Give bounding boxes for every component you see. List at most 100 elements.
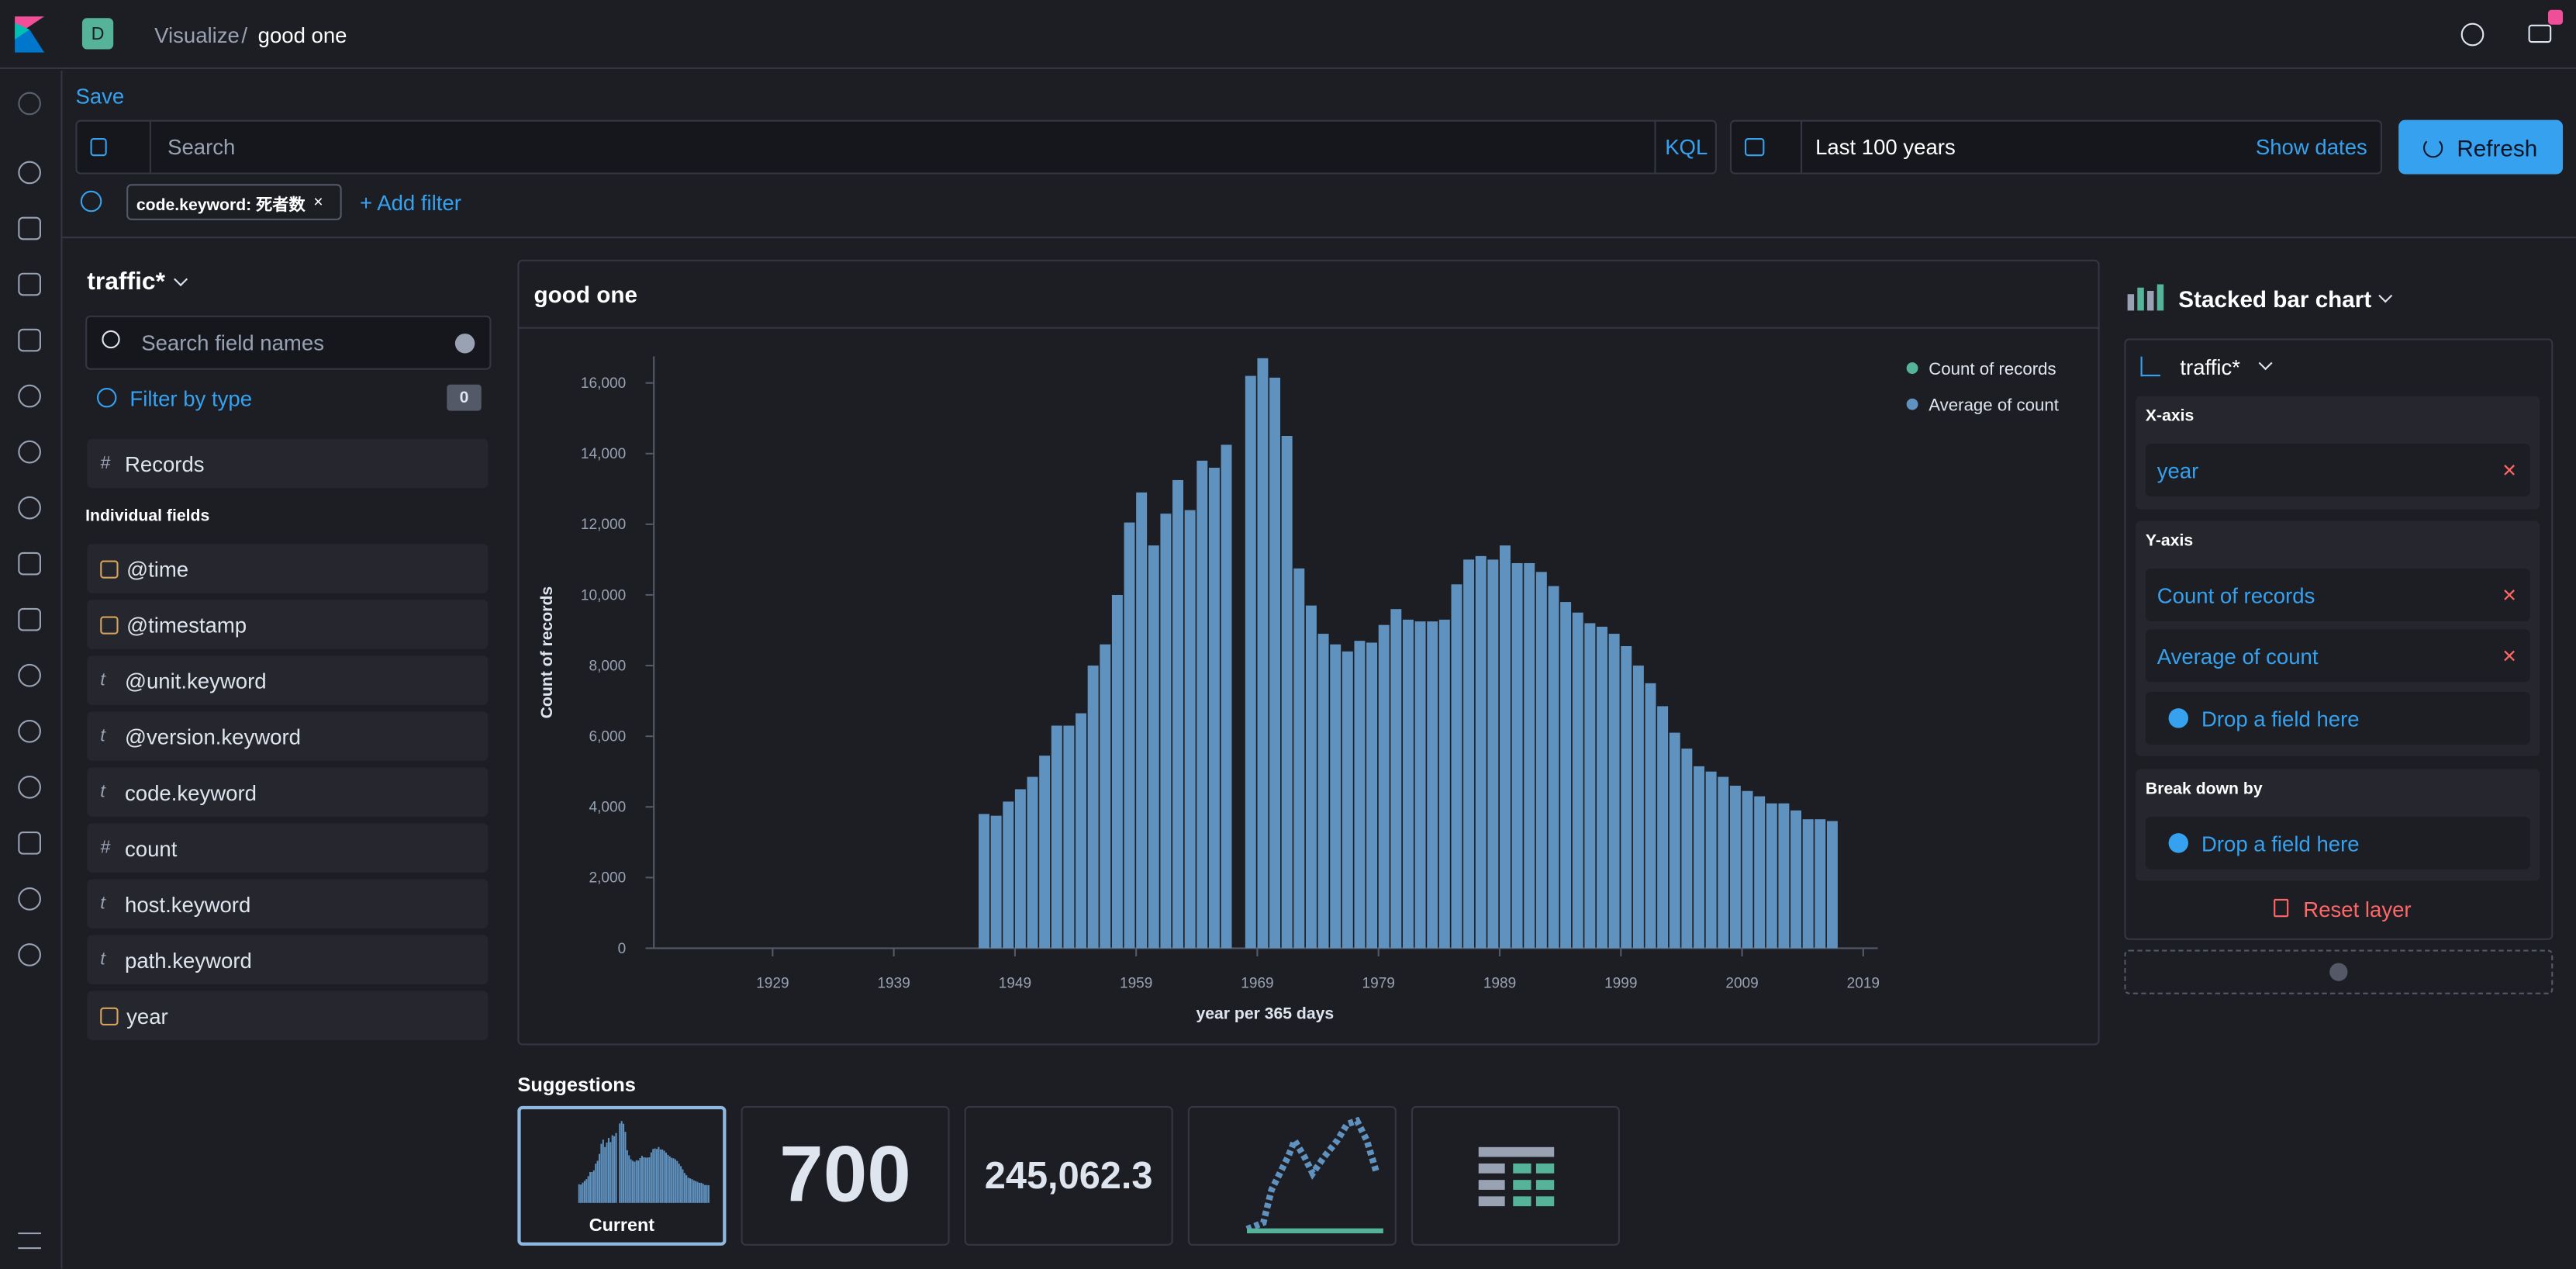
nav-icon[interactable] xyxy=(18,272,41,296)
field-row[interactable]: year xyxy=(87,991,489,1041)
nav-icon[interactable] xyxy=(18,832,41,855)
line-thumbnail xyxy=(1245,1116,1383,1234)
nav-icon[interactable] xyxy=(18,496,41,520)
kql-toggle[interactable]: KQL xyxy=(1654,119,1717,175)
filter-pill[interactable]: code.keyword: 死者数 × xyxy=(126,184,342,220)
bar xyxy=(1815,819,1826,949)
mini-bar xyxy=(683,1173,685,1203)
save-link[interactable]: Save xyxy=(75,84,125,109)
nav-icon[interactable] xyxy=(18,552,41,576)
saved-query-button[interactable] xyxy=(75,119,151,175)
remove-icon[interactable]: ✕ xyxy=(2502,646,2517,667)
field-row[interactable]: t code.keyword xyxy=(87,767,489,817)
bar xyxy=(1184,510,1196,949)
nav-icon[interactable] xyxy=(18,440,41,464)
refresh-button[interactable]: Refresh xyxy=(2398,119,2564,175)
x-tick-label: 1959 xyxy=(1120,975,1152,991)
nav-icon[interactable] xyxy=(18,384,41,408)
field-row[interactable]: @time xyxy=(87,544,489,593)
field-row[interactable]: # count xyxy=(87,823,489,873)
records-row[interactable]: # Records xyxy=(87,438,489,489)
field-row[interactable]: t @unit.keyword xyxy=(87,655,489,705)
mini-bar xyxy=(678,1164,680,1203)
dimension-label[interactable]: Average of count xyxy=(2156,643,2319,669)
dimension[interactable]: year ✕ xyxy=(2145,444,2530,496)
chart-type[interactable]: Stacked bar chart xyxy=(2178,285,2372,313)
mini-bar xyxy=(647,1157,649,1203)
add-layer[interactable] xyxy=(2124,949,2554,994)
dimension-label[interactable]: Count of records xyxy=(2156,583,2315,607)
nav-icon[interactable] xyxy=(18,775,41,799)
field-name[interactable]: code.keyword xyxy=(125,780,257,805)
chevron[interactable] xyxy=(174,272,188,287)
field-name[interactable]: year xyxy=(126,1003,168,1029)
nav-icon[interactable] xyxy=(18,719,41,743)
header xyxy=(0,0,2576,69)
filter-text[interactable]: code.keyword: 死者数 xyxy=(136,196,306,215)
dimension-label[interactable]: year xyxy=(2156,458,2199,482)
logo[interactable] xyxy=(15,16,45,53)
time-range[interactable]: Last 100 years xyxy=(1815,134,1956,160)
chevron[interactable] xyxy=(2378,289,2393,303)
field-row[interactable]: @timestamp xyxy=(87,600,489,649)
show-dates[interactable]: Show dates xyxy=(2255,134,2367,160)
search-bar[interactable] xyxy=(75,119,1717,175)
field-name[interactable]: @version.keyword xyxy=(125,724,301,749)
date-icon xyxy=(100,1006,119,1025)
field-row[interactable]: t host.keyword xyxy=(87,879,489,929)
field-name[interactable]: @unit.keyword xyxy=(125,668,267,693)
clear-icon[interactable] xyxy=(454,334,475,354)
layer-index[interactable]: traffic* xyxy=(2180,354,2240,380)
suggestion-line[interactable] xyxy=(1187,1105,1397,1246)
dimension[interactable]: Average of count ✕ xyxy=(2145,629,2530,683)
field-name[interactable]: @timestamp xyxy=(126,612,247,637)
nav-icon[interactable] xyxy=(18,216,41,240)
drop-hint[interactable]: Drop a field here xyxy=(2201,705,2360,731)
dimension[interactable]: Count of records ✕ xyxy=(2145,569,2530,621)
help-icon[interactable] xyxy=(2460,22,2484,47)
date-quick-menu[interactable] xyxy=(1730,119,1803,175)
space-badge[interactable]: D xyxy=(81,18,114,50)
add-filter[interactable]: + Add filter xyxy=(359,190,461,216)
search-placeholder[interactable]: Search xyxy=(167,134,236,160)
field-search-placeholder[interactable]: Search field names xyxy=(141,330,324,355)
field-row[interactable]: t path.keyword xyxy=(87,935,489,985)
breadcrumb[interactable]: Visualize xyxy=(154,22,240,48)
mini-bar xyxy=(674,1159,676,1203)
filter-by-type[interactable]: Filter by type xyxy=(129,386,253,411)
nav-icon[interactable] xyxy=(18,328,41,352)
field-search[interactable] xyxy=(85,315,492,370)
field-row[interactable]: t @version.keyword xyxy=(87,711,489,761)
bar xyxy=(1608,634,1620,949)
index-pattern[interactable]: traffic* xyxy=(87,268,165,296)
filter-count: 0 xyxy=(447,384,482,411)
field-name[interactable]: host.keyword xyxy=(125,891,251,917)
suggestion-metric[interactable]: 245,062.3 xyxy=(964,1105,1173,1246)
nav-icon[interactable] xyxy=(18,92,41,116)
section-title: Individual fields xyxy=(85,507,210,526)
field-name[interactable]: @time xyxy=(126,556,189,581)
nav-icon[interactable] xyxy=(18,887,41,911)
drop-hint[interactable]: Drop a field here xyxy=(2201,830,2360,856)
news-icon[interactable] xyxy=(2528,24,2552,43)
mini-bar xyxy=(620,1121,623,1203)
refresh-label[interactable]: Refresh xyxy=(2457,133,2538,161)
date-picker[interactable] xyxy=(1729,119,2382,175)
nav-icon[interactable] xyxy=(18,607,41,631)
collapse-icon[interactable] xyxy=(18,1232,41,1250)
mini-bar xyxy=(654,1148,656,1203)
filter-menu[interactable] xyxy=(80,190,102,213)
suggestion-table[interactable] xyxy=(1411,1105,1620,1246)
suggestion-metric[interactable]: 700 xyxy=(741,1105,950,1246)
reset-layer[interactable]: Reset layer xyxy=(2303,897,2412,922)
nav-icon[interactable] xyxy=(18,943,41,966)
field-name[interactable]: path.keyword xyxy=(125,947,252,973)
nav-icon[interactable] xyxy=(18,663,41,687)
nav-icon[interactable] xyxy=(18,161,41,185)
field-name[interactable]: Records xyxy=(125,451,205,476)
drop-zone[interactable]: Drop a field here xyxy=(2145,691,2530,745)
field-name[interactable]: count xyxy=(125,835,178,861)
remove-icon[interactable]: ✕ xyxy=(2502,586,2517,606)
drop-zone[interactable]: Drop a field here xyxy=(2145,816,2530,870)
